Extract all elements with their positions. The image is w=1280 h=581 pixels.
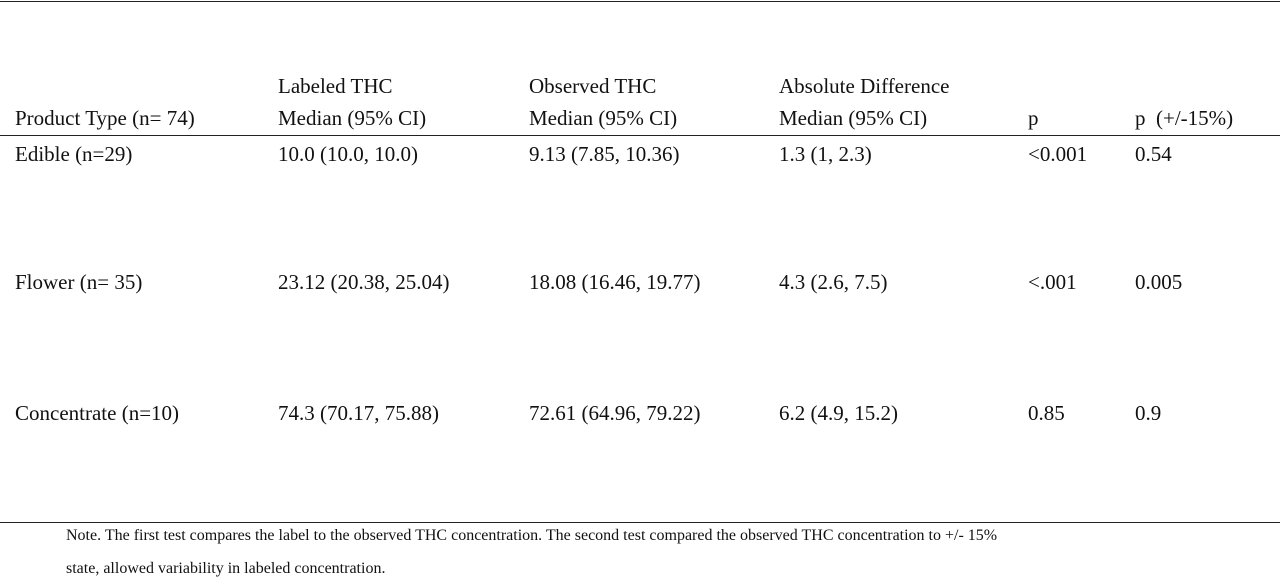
header-labeled-thc-line2: Median (95% CI) (278, 106, 427, 130)
cell-p: 0.85 (1028, 401, 1065, 425)
header-product-type: Product Type (n= 74) (15, 106, 195, 130)
cell-observed-thc: 9.13 (7.85, 10.36) (529, 142, 680, 166)
table-header-rule (0, 135, 1280, 136)
cell-labeled-thc: 74.3 (70.17, 75.88) (278, 401, 439, 425)
cell-p: <0.001 (1028, 142, 1088, 166)
cell-product-type: Concentrate (n=10) (15, 401, 180, 425)
header-p: p (1028, 106, 1039, 130)
cell-p: <.001 (1028, 270, 1077, 294)
table-note-line2: state, allowed variability in labeled co… (66, 560, 386, 577)
table-note-line1: Note. The first test compares the label … (66, 527, 998, 544)
header-absolute-difference-line1: Absolute Difference (779, 74, 950, 98)
cell-absolute-difference: 4.3 (2.6, 7.5) (779, 270, 888, 294)
cell-p-15: 0.54 (1135, 142, 1172, 166)
cell-p-15: 0.005 (1135, 270, 1183, 294)
cell-p-15: 0.9 (1135, 401, 1162, 425)
table-top-rule (0, 1, 1280, 2)
cell-absolute-difference: 6.2 (4.9, 15.2) (779, 401, 898, 425)
cell-labeled-thc: 23.12 (20.38, 25.04) (278, 270, 450, 294)
table-bottom-rule (0, 522, 1280, 523)
header-absolute-difference-line2: Median (95% CI) (779, 106, 928, 130)
cell-product-type: Edible (n=29) (15, 142, 133, 166)
header-observed-thc-line1: Observed THC (529, 74, 657, 98)
cell-absolute-difference: 1.3 (1, 2.3) (779, 142, 872, 166)
header-observed-thc-line2: Median (95% CI) (529, 106, 678, 130)
cell-observed-thc: 72.61 (64.96, 79.22) (529, 401, 701, 425)
header-labeled-thc-line1: Labeled THC (278, 74, 393, 98)
cell-product-type: Flower (n= 35) (15, 270, 143, 294)
cell-observed-thc: 18.08 (16.46, 19.77) (529, 270, 701, 294)
cell-labeled-thc: 10.0 (10.0, 10.0) (278, 142, 418, 166)
header-p-15: p (+/-15%) (1135, 106, 1234, 130)
